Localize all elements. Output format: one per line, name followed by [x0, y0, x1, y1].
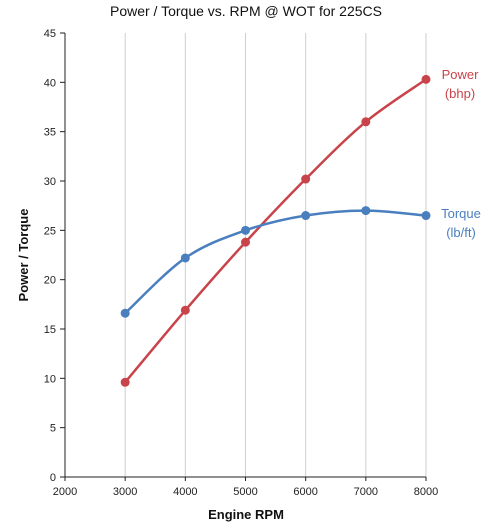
torque-point — [120, 308, 130, 318]
x-tick-label: 3000 — [113, 486, 137, 498]
y-tick-label: 15 — [44, 324, 56, 336]
torque-point — [361, 206, 371, 216]
y-axis-label: Power / Torque — [16, 209, 31, 302]
x-tick-label: 6000 — [293, 486, 317, 498]
y-tick-label: 35 — [44, 127, 56, 139]
power-point — [421, 74, 431, 84]
y-tick-label: 20 — [44, 275, 56, 287]
x-axis-label: Engine RPM — [208, 507, 284, 522]
y-tick-label: 5 — [50, 423, 56, 435]
torque-point — [421, 211, 431, 221]
power-point — [120, 377, 130, 387]
torque-label: Torque — [441, 206, 481, 221]
power-point — [361, 117, 371, 127]
chart-title: Power / Torque vs. RPM @ WOT for 225CS — [110, 3, 382, 19]
torque-point — [180, 253, 190, 263]
x-tick-label: 5000 — [233, 486, 257, 498]
x-tick-label: 4000 — [173, 486, 197, 498]
power-point — [180, 305, 190, 315]
y-tick-label: 0 — [50, 472, 56, 484]
grid — [124, 33, 427, 477]
y-tick-label: 45 — [44, 28, 56, 40]
y-tick-label: 10 — [44, 373, 56, 385]
x-tick-label: 8000 — [414, 486, 438, 498]
power-label: Power — [442, 67, 480, 82]
power-unit-label: (bhp) — [445, 86, 475, 101]
series — [120, 74, 431, 387]
torque-line — [124, 209, 427, 315]
tick-labels: 2000 3000 4000 5000 6000 7000 8000 0 5 10 15 20 25 30… — [44, 28, 438, 498]
torque-unit-label: (lb/ft) — [446, 225, 476, 240]
x-tick-label: 2000 — [53, 486, 77, 498]
power-point — [301, 174, 311, 184]
x-tick-label: 7000 — [354, 486, 378, 498]
y-tick-label: 30 — [44, 176, 56, 188]
torque-point — [241, 225, 250, 235]
legend-torque: Torque (lb/ft) — [441, 206, 481, 240]
legend-power: Power (bhp) — [442, 67, 480, 101]
power-line — [124, 78, 427, 384]
y-tick-label: 40 — [44, 77, 56, 89]
torque-point — [301, 211, 311, 221]
power-point — [241, 237, 250, 247]
y-tick-label: 25 — [44, 225, 56, 237]
